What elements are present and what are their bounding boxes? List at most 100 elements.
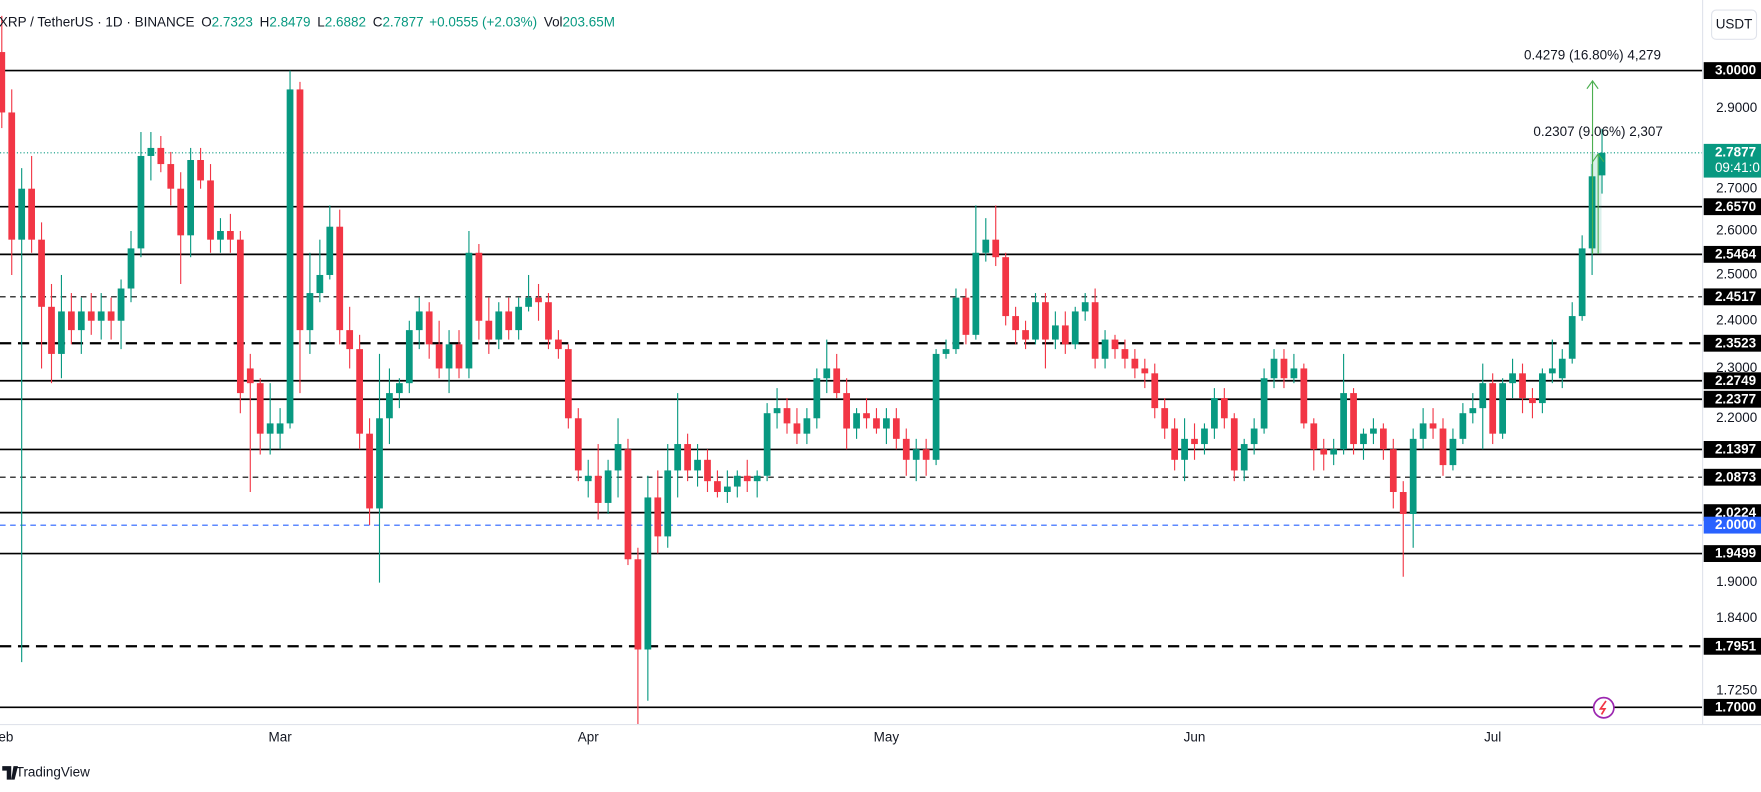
level-label: 2.1397 [1715, 442, 1756, 457]
candle-body [863, 413, 870, 419]
candle-body [545, 302, 552, 340]
candle-body [256, 383, 264, 434]
level-label: 2.6570 [1715, 199, 1756, 214]
candle-body [1300, 368, 1308, 424]
alert-icon-bolt [1598, 700, 1607, 715]
currency-button[interactable] [1711, 9, 1758, 40]
candle-body [584, 475, 592, 482]
candle-body [982, 239, 990, 253]
candle-body [574, 418, 582, 471]
candle-body [147, 147, 155, 156]
level-label: 2.0873 [1715, 469, 1756, 484]
level-label-box [1703, 516, 1761, 534]
candle-body [1131, 358, 1139, 369]
candle-body [664, 470, 672, 537]
candle-body [624, 449, 632, 560]
legend-header: XRP / TetherUS · 1D · BINANCE O2.7323 H2.8… [0, 14, 615, 29]
level-label: 2.2377 [1715, 391, 1756, 406]
candle-body [1081, 302, 1089, 312]
candle-body [1071, 311, 1079, 345]
change: +0.0555 (+2.03%) [429, 14, 537, 29]
level-label-box [1703, 62, 1761, 80]
candle-body [1449, 438, 1457, 466]
candle-body [694, 459, 701, 471]
candle-body [1379, 428, 1387, 450]
candle-body [1578, 248, 1586, 317]
candle-body [594, 475, 602, 503]
candle-body [1399, 491, 1407, 514]
level-label-box [1703, 372, 1761, 390]
candle-body [1330, 449, 1338, 455]
candle-body [853, 413, 860, 429]
level-label: 3.0000 [1715, 63, 1756, 78]
candle-body [1091, 302, 1099, 359]
candle-body [48, 306, 55, 354]
candle-body [306, 293, 314, 331]
candle-body [1181, 438, 1188, 460]
candle-body [773, 408, 781, 414]
currency-label[interactable]: USDT [1716, 16, 1753, 31]
candle-body [1409, 438, 1417, 514]
candle-body [455, 344, 463, 369]
candle-body [1429, 423, 1437, 429]
brand-logo [2, 766, 18, 780]
candle-body [28, 188, 35, 240]
candle-body [704, 459, 711, 482]
candle-body [276, 423, 284, 434]
candle-body [435, 344, 443, 369]
candle-body [117, 288, 125, 321]
candle-body [366, 433, 373, 509]
candle-body [883, 418, 890, 429]
candle-body [236, 239, 244, 394]
candle-body [1370, 428, 1377, 434]
measure-label: 0.2307 (9.06%) 2,307 [1533, 124, 1663, 139]
candle-body [1558, 358, 1566, 379]
field-value: 2.7323 [212, 14, 253, 29]
y-tick-label: 2.6000 [1716, 223, 1757, 238]
candle-body [246, 368, 254, 384]
candle-body [1280, 358, 1288, 379]
candle-body [873, 418, 880, 429]
candle-body [932, 353, 940, 460]
candle-body [316, 274, 324, 294]
candle-body [1568, 316, 1576, 359]
candle-body [1469, 408, 1477, 414]
candle-body [1439, 428, 1447, 466]
candle-body [1201, 428, 1208, 445]
candle-body [207, 180, 214, 240]
candle-body [972, 252, 980, 335]
x-tick-label: Jun [1184, 730, 1206, 745]
candle-body [87, 311, 95, 321]
candle-body [902, 438, 910, 460]
candle-body [1548, 368, 1556, 374]
y-tick-label: 2.7000 [1716, 180, 1757, 195]
candle-body [723, 486, 731, 492]
price-axis: 2.9000 2.7000 2.6000 2.5000 2.4000 2.3000 2.20… [1703, 62, 1761, 716]
candle-body [1191, 438, 1198, 445]
alert-icon[interactable] [1592, 696, 1615, 719]
candle-body [793, 423, 801, 434]
candle-body [1340, 393, 1347, 450]
candle-body [1211, 398, 1218, 429]
candle-body [1141, 368, 1149, 374]
candle-body [97, 311, 105, 321]
field-label: H [260, 14, 270, 29]
candle-body [992, 239, 1000, 258]
level-label-box [1703, 698, 1761, 716]
candle-body [1022, 330, 1029, 340]
level-label-box [1703, 545, 1761, 562]
candle-body [495, 311, 503, 340]
candle-body [167, 164, 175, 189]
candle-body [743, 475, 751, 482]
candle-body [296, 89, 304, 331]
candle-body [1350, 393, 1357, 445]
candle-body [733, 475, 741, 487]
level-label-box [1703, 390, 1761, 408]
candle-body [137, 155, 145, 249]
y-tick-label: 2.9000 [1716, 100, 1757, 115]
candle-body [515, 306, 523, 331]
candle-body [157, 147, 165, 165]
level-label: 2.2749 [1715, 373, 1756, 388]
